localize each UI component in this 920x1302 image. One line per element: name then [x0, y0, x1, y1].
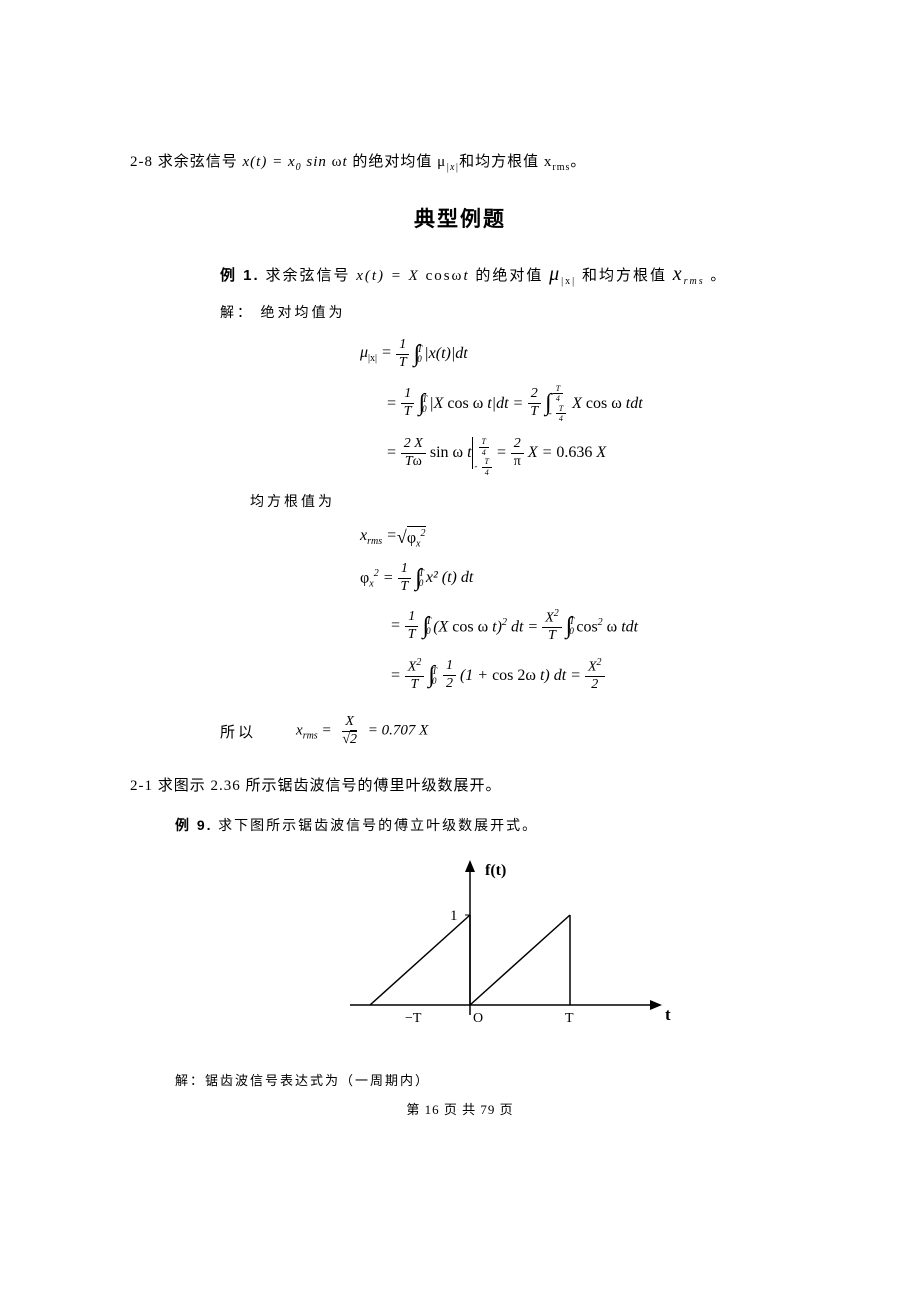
example-1-header: 例 1. 求余弦信号 x(t) = X cosωt 的绝对值 μ|x| 和均方根…: [220, 263, 790, 287]
therefore-line: 所以 xrms = X√2 = 0.707 X: [220, 714, 790, 749]
graph-caption: 解：锯齿波信号表达式为（一周期内）: [175, 1070, 790, 1089]
problem-28-tail2: 和均方根值 x: [459, 154, 552, 170]
svg-text:−T: −T: [405, 1011, 422, 1026]
example-1-prefix: 例 1.: [220, 267, 260, 284]
therefore-label: 所以: [220, 721, 256, 742]
eq2-line1: xrms = √φx2: [360, 526, 790, 550]
solution-1-label: 解： 绝对均值为: [220, 302, 790, 322]
eq2-line3: = 1T ∫T0 (X cos ω t)2 dt = X2T ∫T0 cos2 …: [360, 608, 790, 645]
problem-28: 2-8 求余弦信号 x(t) = x0 sin ωt 的绝对均值 μ|x|和均方…: [130, 150, 790, 173]
example-9-prefix: 例 9.: [175, 817, 213, 833]
section-2-label: 均方根值为: [250, 491, 790, 511]
eq2-line2: φx2 = 1T ∫T0 x² (t) dt: [360, 561, 790, 596]
example-9-header: 例 9. 求下图所示锯齿波信号的傅立叶级数展开式。: [175, 815, 790, 835]
section-title: 典型例题: [130, 203, 790, 233]
eq1-line3: = 2 XTω sin ω t T4-T4 = 2π X = 0.636 X: [360, 436, 790, 471]
equation-block-1: μ|x| = 1T ∫T0 |x(t)|dt = 1T ∫T0 |X cos ω…: [360, 337, 790, 471]
problem-28-label: 2-8 求余弦信号: [130, 154, 243, 170]
example-9-body: 求下图所示锯齿波信号的傅立叶级数展开式。: [218, 819, 538, 834]
eq2-line4: = X2T ∫T0 12 (1 + cos 2ω t) dt = X22: [360, 657, 790, 694]
problem-28-tail: 的绝对均值 μ: [352, 154, 446, 170]
example-1-mid: 和均方根值: [582, 268, 673, 284]
eq1-line2: = 1T ∫T0 |X cos ω t|dt = 2T ∫T4-T4 X cos…: [360, 384, 790, 424]
example-1-tail: 。: [710, 268, 727, 284]
equation-block-2: xrms = √φx2 φx2 = 1T ∫T0 x² (t) dt = 1T …: [360, 526, 790, 695]
example-1-body: 求余弦信号 x(t) = X cosωt 的绝对值: [265, 268, 549, 284]
eq1-line1: μ|x| = 1T ∫T0 |x(t)|dt: [360, 337, 790, 372]
page-footer: 第 16 页 共 79 页: [130, 1099, 790, 1118]
problem-21: 2-1 求图示 2.36 所示锯齿波信号的傅里叶级数展开。: [130, 774, 790, 795]
svg-text:O: O: [473, 1011, 483, 1026]
problem-28-formula: x(t) = x0 sin ωt: [243, 154, 348, 170]
svg-text:1: 1: [450, 908, 458, 924]
svg-text:t: t: [665, 1005, 671, 1024]
problem-28-tail3: 。: [570, 154, 586, 170]
sawtooth-graph: f(t) t 1 −T O T: [310, 850, 790, 1055]
svg-text:T: T: [565, 1011, 574, 1026]
graph-svg: f(t) t 1 −T O T: [310, 850, 690, 1050]
svg-text:f(t): f(t): [485, 862, 506, 879]
